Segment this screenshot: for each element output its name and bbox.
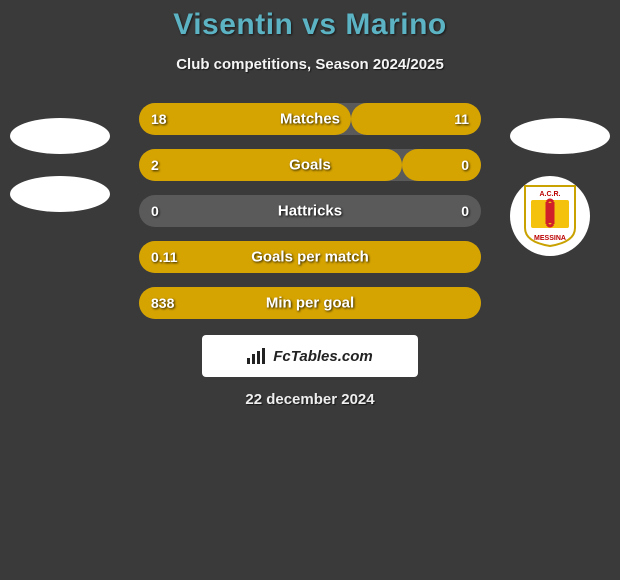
stat-label: Goals xyxy=(289,157,331,174)
stat-row: 838 Min per goal xyxy=(139,287,481,319)
attribution-text: FcTables.com xyxy=(273,348,372,365)
club-badge-left-1 xyxy=(10,118,110,154)
stat-label: Goals per match xyxy=(251,249,369,266)
stat-row: 18 11 Matches xyxy=(139,103,481,135)
left-club-badges xyxy=(10,118,110,212)
stat-value-left: 0.11 xyxy=(151,249,177,265)
right-club-badges: A.C.R. MESSINA xyxy=(510,118,610,256)
stat-row: 0.11 Goals per match xyxy=(139,241,481,273)
stat-value-right: 0 xyxy=(461,203,469,219)
club-badge-messina: A.C.R. MESSINA xyxy=(510,176,590,256)
stat-bar-left xyxy=(139,149,402,181)
messina-shield-icon: A.C.R. MESSINA xyxy=(523,184,577,248)
date-text: 22 december 2024 xyxy=(0,391,620,408)
stat-row: 2 0 Goals xyxy=(139,149,481,181)
stat-value-right: 11 xyxy=(454,111,469,127)
stat-value-left: 0 xyxy=(151,203,159,219)
stat-label: Hattricks xyxy=(278,203,342,220)
page-title: Visentin vs Marino xyxy=(0,8,620,42)
stat-label: Min per goal xyxy=(266,295,354,312)
attribution-badge: FcTables.com xyxy=(202,335,418,377)
stat-value-left: 2 xyxy=(151,157,159,173)
svg-text:MESSINA: MESSINA xyxy=(534,235,566,242)
svg-text:A.C.R.: A.C.R. xyxy=(540,191,561,198)
stat-row: 0 0 Hattricks xyxy=(139,195,481,227)
club-badge-right-1 xyxy=(510,118,610,154)
bars-icon xyxy=(247,348,267,364)
club-badge-left-2 xyxy=(10,176,110,212)
stat-value-right: 0 xyxy=(461,157,469,173)
subtitle: Club competitions, Season 2024/2025 xyxy=(0,56,620,73)
stat-value-left: 18 xyxy=(151,111,167,127)
stat-label: Matches xyxy=(280,111,340,128)
stat-value-left: 838 xyxy=(151,295,174,311)
